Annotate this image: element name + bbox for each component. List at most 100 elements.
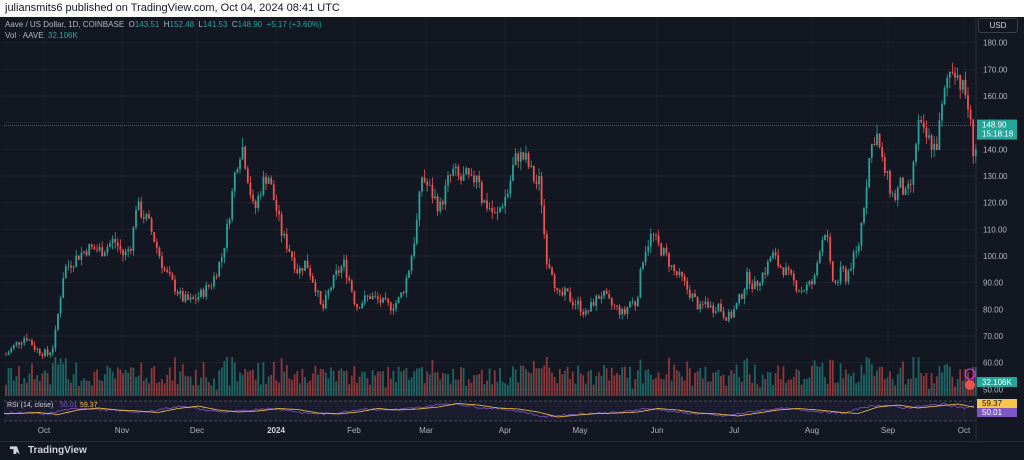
- c-label: C: [231, 20, 238, 29]
- volume-bar: [366, 378, 369, 396]
- volume-bar: [894, 385, 897, 396]
- candle-body: [210, 286, 213, 288]
- volume-bar: [540, 368, 543, 396]
- candle-body: [153, 232, 156, 242]
- volume-bar: [795, 369, 798, 396]
- volume-bar: [660, 378, 663, 396]
- volume-bar: [686, 361, 689, 396]
- volume-bar: [733, 373, 735, 396]
- candle-body: [493, 212, 496, 214]
- candle-body: [865, 187, 868, 209]
- volume-bar: [54, 357, 57, 396]
- volume-bar: [244, 368, 247, 396]
- volume-bar: [444, 373, 447, 396]
- candle-body: [785, 267, 787, 275]
- candle-body: [226, 224, 228, 248]
- volume-bar: [922, 375, 925, 396]
- candle-body: [616, 305, 618, 307]
- volume-bar: [184, 375, 187, 396]
- volume-bar: [501, 381, 504, 396]
- candle-body: [444, 185, 447, 205]
- candle-body: [499, 207, 501, 213]
- volume-bar: [707, 381, 709, 396]
- volume-bar: [480, 369, 483, 396]
- candle-body: [236, 169, 239, 173]
- volume-bar: [25, 382, 28, 396]
- candle-body: [938, 120, 941, 150]
- candle-body: [70, 265, 72, 268]
- volume-badge-value: 32.106K: [982, 378, 1012, 387]
- candle-body: [296, 269, 299, 274]
- volume-bar: [543, 365, 546, 396]
- candle-body: [925, 127, 928, 138]
- volume-bar: [964, 369, 967, 396]
- volume-bar: [642, 383, 644, 396]
- volume-bar: [436, 371, 439, 396]
- currency-button[interactable]: USD: [978, 18, 1018, 33]
- volume-bar: [59, 358, 62, 396]
- volume-bar: [57, 364, 59, 396]
- candle-body: [488, 207, 491, 209]
- volume-bar: [109, 367, 111, 396]
- volume-bar: [800, 384, 803, 396]
- candle-body: [610, 298, 613, 306]
- price-chart[interactable]: 180.00170.00160.00150.00140.00130.00120.…: [0, 17, 1024, 441]
- candle-body: [413, 243, 416, 257]
- candle-body: [863, 208, 865, 223]
- candle-body: [909, 183, 912, 185]
- candle-body: [317, 290, 319, 292]
- rsi-line: [3, 402, 975, 419]
- candle-body: [405, 277, 408, 293]
- candle-body: [847, 270, 850, 282]
- candle-body: [727, 311, 730, 321]
- candle-body: [891, 193, 894, 195]
- volume-bar: [761, 374, 764, 396]
- volume-bar: [881, 366, 884, 396]
- candle-body: [647, 246, 650, 252]
- volume-bar: [829, 359, 832, 396]
- volume-bar: [423, 383, 426, 396]
- volume-bar: [891, 379, 894, 396]
- volume-bar: [194, 369, 197, 396]
- volume-bar: [933, 383, 936, 396]
- volume-bar: [400, 371, 403, 396]
- volume-bar: [163, 383, 166, 396]
- candle-body: [57, 313, 59, 330]
- candle-body: [135, 210, 137, 228]
- candle-body: [83, 251, 85, 253]
- candle-body: [88, 244, 91, 256]
- candle-body: [44, 349, 46, 357]
- candle-body: [241, 146, 244, 160]
- candle-body: [556, 287, 559, 291]
- volume-bar: [701, 378, 704, 396]
- candle-body: [132, 227, 135, 251]
- candle-body: [626, 307, 629, 314]
- volume-bar: [951, 376, 954, 396]
- candle-body: [545, 234, 548, 265]
- candle-body: [951, 71, 954, 73]
- volume-bar: [811, 365, 813, 396]
- tradingview-brand[interactable]: TradingView: [10, 445, 87, 456]
- candle-body: [868, 157, 871, 188]
- volume-bar: [831, 360, 834, 396]
- candle-body: [899, 177, 902, 188]
- candle-body: [803, 290, 806, 292]
- volume-bar: [665, 374, 668, 396]
- candle-body: [558, 290, 561, 293]
- volume-bar: [837, 382, 839, 396]
- candle-body: [761, 272, 764, 284]
- candle-body: [324, 294, 327, 309]
- candle-body: [722, 311, 725, 318]
- candle-body: [605, 290, 608, 295]
- candle-body: [340, 266, 343, 273]
- candle-body: [501, 206, 504, 208]
- volume-bar: [127, 372, 130, 396]
- candle-body: [174, 279, 176, 292]
- volume-bar: [405, 368, 408, 396]
- candle-body: [480, 182, 483, 203]
- candle-body: [831, 261, 834, 281]
- candle-body: [288, 248, 291, 252]
- volume-bar: [597, 372, 600, 396]
- volume-bar: [176, 384, 179, 396]
- candle-body: [85, 251, 88, 256]
